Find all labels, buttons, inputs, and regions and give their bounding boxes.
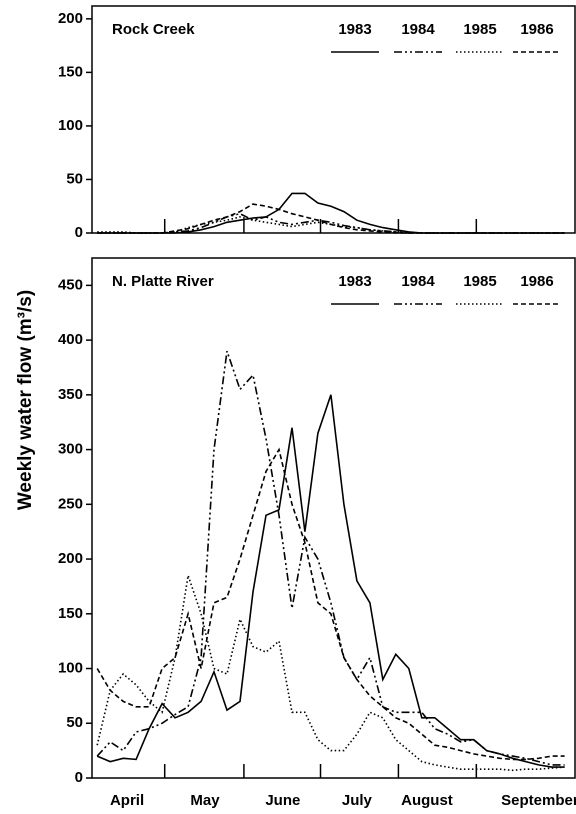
legend-label: 1985: [463, 273, 496, 290]
y-tick-label: 350: [58, 386, 83, 403]
y-tick-label: 100: [58, 117, 83, 134]
y-tick-label: 150: [58, 63, 83, 80]
y-tick-label: 200: [58, 550, 83, 567]
panel-title: Rock Creek: [112, 21, 195, 38]
y-tick-label: 250: [58, 495, 83, 512]
y-tick-label: 100: [58, 659, 83, 676]
data-line: [97, 192, 565, 234]
y-tick-label: 450: [58, 276, 83, 293]
legend-label: 1986: [520, 21, 553, 38]
y-axis-label: Weekly water flow (m³/s): [15, 290, 36, 510]
panel-title: N. Platte River: [112, 273, 214, 290]
y-tick-label: 0: [75, 224, 83, 241]
x-tick-label: July: [342, 792, 373, 809]
legend-label: 1984: [401, 273, 435, 290]
x-tick-label: May: [190, 792, 220, 809]
y-tick-label: 50: [66, 714, 83, 731]
y-tick-label: 200: [58, 10, 83, 27]
y-tick-label: 50: [66, 170, 83, 187]
y-tick-label: 0: [75, 769, 83, 786]
x-tick-label: August: [401, 792, 453, 809]
data-line: [97, 212, 565, 234]
data-line: [96, 394, 565, 768]
legend-label: 1983: [338, 21, 371, 38]
x-tick-label: April: [110, 792, 144, 809]
x-tick-label: September: [501, 792, 576, 809]
legend-label: 1986: [520, 273, 553, 290]
data-line: [96, 447, 565, 761]
legend-label: 1983: [338, 273, 371, 290]
data-line: [96, 350, 565, 766]
y-tick-label: 400: [58, 331, 83, 348]
legend-label: 1985: [463, 21, 496, 38]
legend-label: 1984: [401, 21, 435, 38]
data-line: [97, 203, 565, 234]
plot-frame: [91, 257, 576, 779]
plot-frame: [91, 5, 576, 234]
x-tick-label: June: [265, 792, 300, 809]
data-line: [96, 575, 565, 772]
y-tick-label: 150: [58, 605, 83, 622]
y-tick-label: 300: [58, 441, 83, 458]
